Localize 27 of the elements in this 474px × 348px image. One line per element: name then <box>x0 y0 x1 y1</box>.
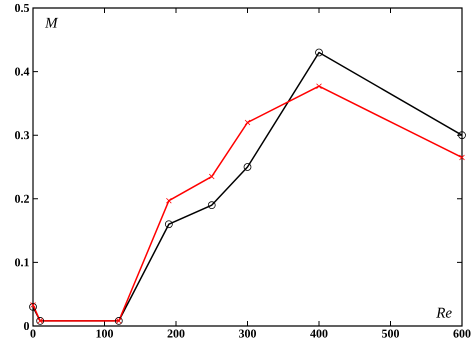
point <box>458 131 466 140</box>
y-tick-label: 0.4 <box>14 68 30 76</box>
x-tick-label: 100 <box>96 330 114 338</box>
x-tick-label: 400 <box>310 330 328 338</box>
x-tick-label: 600 <box>453 330 471 338</box>
x-tick-label: 500 <box>382 330 400 338</box>
y-tick-label: 0.3 <box>14 131 30 140</box>
point <box>315 48 323 56</box>
x-axis-title: Re <box>436 308 452 318</box>
x-tick-label: 0 <box>30 330 36 338</box>
point <box>29 303 37 311</box>
point <box>166 198 172 204</box>
point <box>208 174 215 180</box>
point <box>208 201 216 210</box>
y-tick-label: 0.2 <box>14 194 29 203</box>
y-axis-title: M <box>44 18 58 28</box>
x-tick-label: 200 <box>168 330 185 338</box>
point <box>459 154 465 160</box>
point <box>244 120 250 126</box>
y-tick-label: 0.5 <box>14 4 30 12</box>
y-tick-label: 0.1 <box>14 258 29 266</box>
point <box>316 83 322 90</box>
x-tick-label: 300 <box>238 330 256 338</box>
point <box>244 163 252 171</box>
y-tick-label: 0 <box>24 322 30 330</box>
point <box>164 220 173 228</box>
point <box>30 302 36 308</box>
